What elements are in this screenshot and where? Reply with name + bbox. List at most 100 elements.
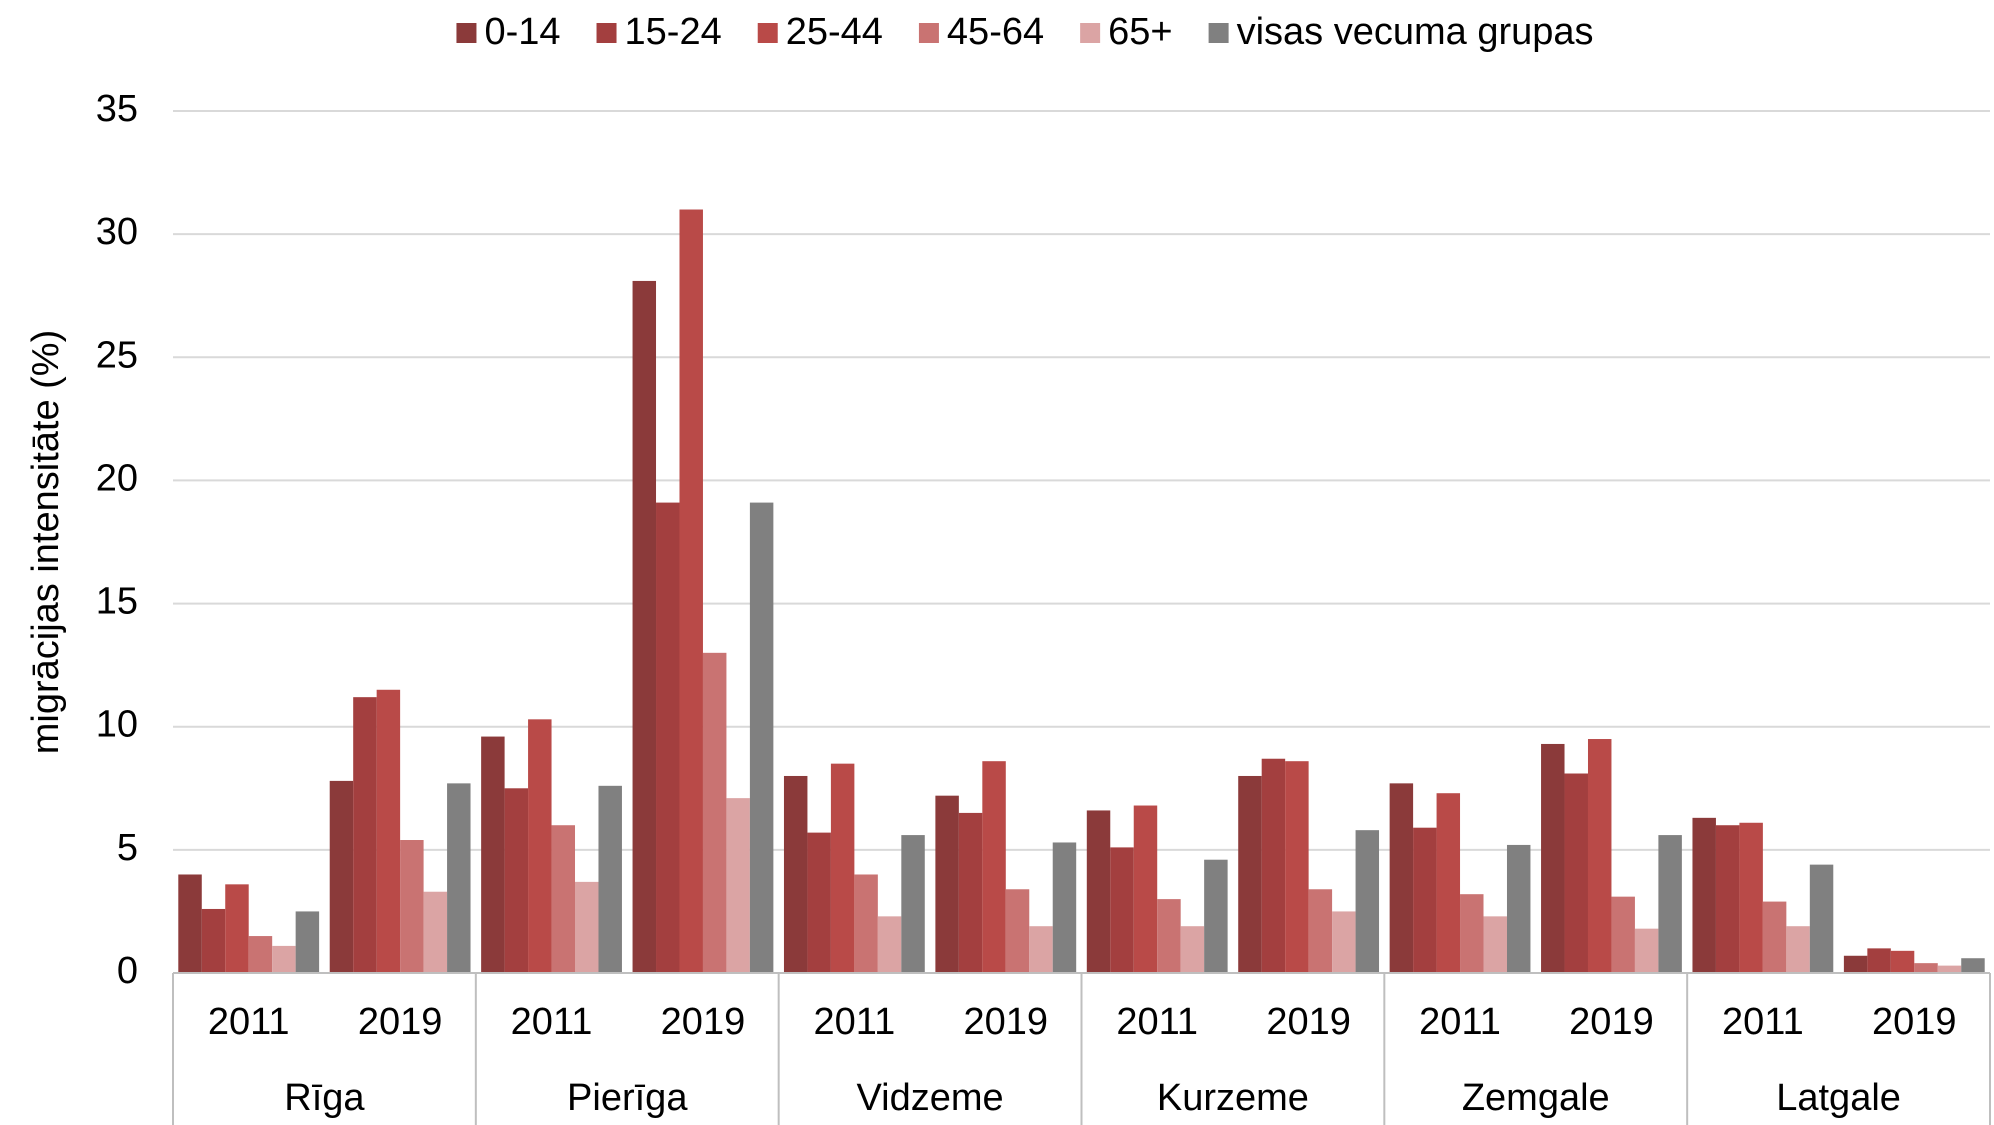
- legend-label: 0-14: [484, 11, 560, 53]
- legend-label: 45-64: [947, 11, 1044, 53]
- x-tick-label: 2019: [358, 1001, 443, 1043]
- bar: [1506, 844, 1531, 973]
- bar: [702, 652, 727, 973]
- bar: [1332, 911, 1356, 973]
- bar: [1587, 739, 1612, 973]
- bar: [1762, 901, 1787, 973]
- legend-label: 65+: [1108, 11, 1172, 53]
- bar: [749, 502, 774, 973]
- bar: [400, 840, 424, 973]
- bar: [528, 719, 552, 973]
- group-label: Vidzeme: [856, 1077, 1003, 1119]
- bar: [1355, 830, 1380, 973]
- x-tick-label: 2011: [1116, 1001, 1198, 1043]
- bar: [1483, 916, 1507, 973]
- bar: [1658, 835, 1682, 973]
- bar: [1914, 963, 1938, 973]
- bar: [1890, 950, 1915, 973]
- bar: [376, 689, 401, 973]
- bar: [248, 936, 273, 973]
- legend-swatch: [1208, 23, 1229, 43]
- bar: [901, 835, 925, 973]
- y-tick-label: 0: [117, 950, 138, 992]
- bar: [783, 775, 808, 973]
- bar: [575, 881, 599, 973]
- legend-swatch: [456, 23, 477, 43]
- bar: [877, 916, 902, 973]
- x-tick-label: 2011: [1722, 1001, 1804, 1043]
- bar: [1308, 889, 1333, 973]
- y-tick-label: 35: [96, 88, 138, 130]
- bar: [1564, 773, 1588, 973]
- bar: [1786, 926, 1810, 973]
- group-label: Pierīga: [567, 1077, 688, 1119]
- bar: [1261, 758, 1286, 973]
- group-label: Latgale: [1776, 1077, 1901, 1119]
- bar: [272, 945, 296, 973]
- bar: [481, 736, 505, 973]
- bar: [295, 911, 320, 973]
- bar: [447, 783, 471, 973]
- legend-swatch: [918, 23, 939, 43]
- bar: [1937, 965, 1962, 973]
- bar: [178, 874, 202, 973]
- legend-label: 25-44: [786, 11, 883, 53]
- bar: [1843, 955, 1868, 973]
- bar: [1285, 761, 1309, 973]
- y-tick-label: 15: [96, 581, 138, 623]
- group-label: Zemgale: [1462, 1077, 1610, 1119]
- bar: [1133, 805, 1158, 973]
- bar: [1413, 827, 1437, 973]
- legend-swatch: [596, 23, 617, 43]
- bar: [958, 812, 983, 973]
- bar: [1611, 896, 1635, 973]
- y-tick-label: 5: [117, 827, 138, 869]
- bar: [1634, 928, 1659, 973]
- y-axis-label: migrācijas intensitāte (%): [25, 330, 67, 754]
- bar: [1715, 825, 1740, 973]
- y-tick-label: 30: [96, 211, 138, 253]
- bar: [1180, 926, 1205, 973]
- legend-label: 15-24: [625, 11, 722, 53]
- bar: [423, 891, 448, 973]
- bar: [1809, 864, 1834, 973]
- x-tick-label: 2019: [661, 1001, 746, 1043]
- bar: [504, 788, 529, 973]
- bar: [1029, 926, 1053, 973]
- y-tick-label: 25: [96, 334, 138, 376]
- x-tick-label: 2011: [1419, 1001, 1501, 1043]
- x-tick-label: 2019: [1872, 1001, 1957, 1043]
- bar: [1110, 847, 1134, 973]
- group-label: Rīga: [284, 1077, 365, 1119]
- x-tick-label: 2019: [1569, 1001, 1654, 1043]
- x-tick-label: 2019: [1266, 1001, 1351, 1043]
- group-label: Kurzeme: [1157, 1077, 1309, 1119]
- bar: [1961, 958, 1985, 973]
- bar: [201, 908, 226, 973]
- legend-swatch: [1080, 23, 1101, 43]
- bar: [679, 209, 703, 973]
- bar: [854, 874, 878, 973]
- bar: [1460, 894, 1484, 973]
- bar: [225, 884, 249, 973]
- bar: [551, 825, 576, 973]
- bar: [935, 795, 959, 973]
- bar: [807, 832, 831, 973]
- bar: [1005, 889, 1030, 973]
- bar: [329, 780, 354, 973]
- bar: [1867, 948, 1891, 973]
- bar: [1086, 810, 1111, 973]
- x-tick-label: 2019: [964, 1001, 1049, 1043]
- x-tick-label: 2011: [511, 1001, 593, 1043]
- bar: [1739, 822, 1763, 973]
- bar: [1389, 783, 1414, 973]
- bar: [1204, 859, 1228, 973]
- bar: [982, 761, 1006, 973]
- bar: [1157, 899, 1181, 973]
- bar: [632, 280, 657, 973]
- legend-label: visas vecuma grupas: [1237, 11, 1594, 53]
- bar: [726, 798, 750, 973]
- bar: [1692, 817, 1716, 973]
- bar: [830, 763, 855, 973]
